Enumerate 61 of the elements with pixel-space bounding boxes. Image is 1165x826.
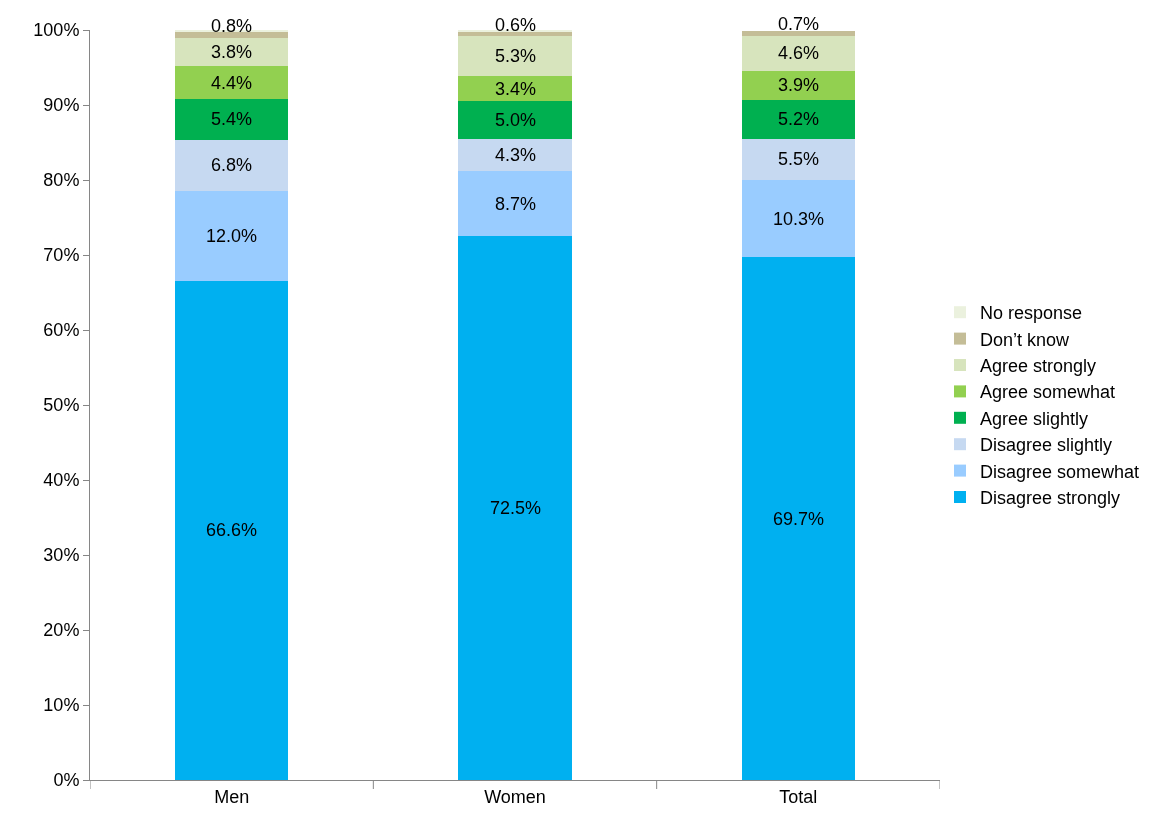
data-label: 72.5%: [490, 498, 542, 518]
x-tick-label: Women: [484, 786, 546, 807]
data-label: 5.4%: [211, 109, 253, 129]
y-tick-label: 80%: [43, 170, 80, 191]
y-tick-label: 70%: [43, 245, 80, 266]
data-label: 66.6%: [206, 520, 258, 540]
data-label: 10.3%: [773, 209, 825, 229]
bar: [175, 31, 289, 38]
data-label: 8.7%: [495, 194, 537, 214]
bar: [175, 66, 289, 99]
data-label: 69.7%: [773, 509, 825, 529]
data-label: 4.4%: [211, 73, 253, 93]
data-label: 6.8%: [211, 155, 253, 175]
y-tick-label: 20%: [43, 620, 80, 641]
bar: [175, 99, 289, 140]
data-label: 5.3%: [495, 46, 537, 66]
bar: [741, 70, 855, 100]
y-tick-label: 40%: [43, 470, 80, 491]
data-label: 0.7%: [778, 14, 820, 34]
y-tick-label: 50%: [43, 395, 80, 416]
bar: [741, 257, 855, 780]
x-tick-label: Total: [779, 786, 818, 807]
data-label: 5.0%: [495, 110, 537, 130]
y-tick-label: 30%: [43, 545, 80, 566]
legend-label: Disagree slightly: [980, 435, 1113, 456]
legend-label: Agree slightly: [980, 408, 1089, 429]
bar: [458, 171, 572, 237]
bar: [458, 138, 572, 171]
bar: [458, 101, 572, 139]
data-label: 0.8%: [211, 16, 253, 36]
bar: [741, 36, 855, 71]
legend-label: Don’t know: [980, 329, 1071, 350]
data-label: 4.3%: [495, 145, 537, 165]
legend-label: Agree somewhat: [980, 382, 1116, 403]
data-label: 3.9%: [778, 75, 820, 95]
bar: [175, 190, 289, 281]
data-label: 4.6%: [778, 43, 820, 63]
bar: [741, 180, 855, 258]
y-tick-label: 0%: [53, 770, 80, 791]
legend-label: No response: [980, 303, 1083, 324]
data-label: 3.4%: [495, 79, 537, 99]
legend-label: Disagree strongly: [980, 488, 1121, 509]
bar: [741, 99, 855, 139]
y-tick-label: 100%: [33, 20, 80, 41]
bar: [741, 30, 855, 36]
data-label: 5.2%: [778, 109, 820, 129]
legend-label: Disagree somewhat: [980, 461, 1140, 482]
bar: [458, 236, 572, 780]
bar: [458, 36, 572, 76]
bar: [175, 280, 289, 780]
x-tick-label: Men: [214, 786, 250, 807]
bar: [741, 138, 855, 180]
bar: [175, 139, 289, 191]
y-tick-label: 10%: [43, 695, 80, 716]
data-label: 12.0%: [206, 226, 258, 246]
data-label: 3.8%: [211, 42, 253, 62]
legend-label: Agree strongly: [980, 356, 1097, 377]
data-label: 5.5%: [778, 149, 820, 169]
y-tick-label: 60%: [43, 320, 80, 341]
data-label: 0.6%: [495, 15, 537, 35]
y-tick-label: 90%: [43, 95, 80, 116]
